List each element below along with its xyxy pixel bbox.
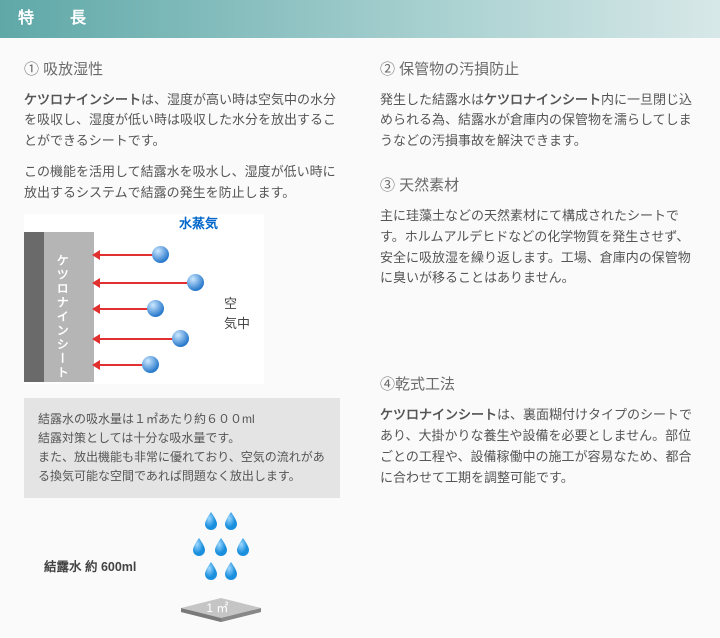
arrow-icon: [94, 282, 189, 284]
product-name: ケツロナインシート: [484, 92, 601, 107]
header-title: 特 長: [0, 0, 720, 38]
spacer: [380, 299, 696, 351]
section1-para2: この機能を活用して結露水を吸水し、湿度が低い時に放出するシステムで結露の発生を防…: [24, 162, 340, 204]
arrow-icon: [94, 254, 154, 256]
gray-line2: 結露対策としては十分な吸水量です。: [38, 429, 326, 448]
left-column: ① 吸放湿性 ケツロナインシートは、湿度が高い時は空気中の水分を吸収し、湿度が低…: [24, 54, 340, 623]
tile-label: 1 ㎡: [206, 599, 228, 618]
diagram-wall: [24, 232, 44, 382]
water-ball-icon: [187, 274, 204, 291]
section1-para1: ケツロナインシートは、湿度が高い時は空気中の水分を吸収し、湿度が低い時は吸収した…: [24, 90, 340, 152]
droplet-icon: [224, 512, 238, 530]
droplet-icon: [204, 512, 218, 530]
section4-para: ケツロナインシートは、裏面糊付けタイプのシートであり、大掛かりな養生や設備を必要…: [380, 405, 696, 488]
section2-para: 発生した結露水はケツロナインシート内に一旦閉じ込められる為、結露水が倉庫内の保管…: [380, 90, 696, 152]
droplet-icon: [214, 538, 228, 556]
water-ball-icon: [172, 330, 189, 347]
droplet-icon: [204, 562, 218, 580]
diagram-air-label: 空気中: [224, 294, 250, 336]
right-column: ② 保管物の汚損防止 発生した結露水はケツロナインシート内に一旦閉じ込められる為…: [380, 54, 696, 623]
section4-title: ④乾式工法: [380, 373, 696, 397]
water-ball-icon: [142, 356, 159, 373]
gray-info-box: 結露水の吸水量は１㎡あたり約６００ml 結露対策としては十分な吸水量です。 また…: [24, 398, 340, 499]
absorption-diagram: ケツロナインシート 水蒸気 空気中: [24, 214, 264, 384]
section3-title: ③ 天然素材: [380, 174, 696, 198]
product-name: ケツロナインシート: [380, 407, 497, 422]
droplet-label: 結露水 約 600ml: [44, 557, 136, 577]
water-ball-icon: [152, 246, 169, 263]
droplet-icon: [236, 538, 250, 556]
droplet-icon: [224, 562, 238, 580]
water-ball-icon: [147, 300, 164, 317]
section3-para: 主に珪藻土などの天然素材にて構成されたシートです。ホルムアルデヒドなどの化学物質…: [380, 206, 696, 289]
diagram-vapor-label: 水蒸気: [179, 214, 218, 235]
tile-graphic: 1 ㎡: [156, 512, 286, 622]
diagram-sheet-label: ケツロナインシート: [52, 254, 71, 380]
arrow-icon: [94, 338, 174, 340]
arrow-icon: [94, 364, 144, 366]
droplet-illustration: 結露水 約 600ml 1 ㎡: [24, 512, 340, 622]
arrow-icon: [94, 308, 149, 310]
content-columns: ① 吸放湿性 ケツロナインシートは、湿度が高い時は空気中の水分を吸収し、湿度が低…: [0, 38, 720, 638]
product-name: ケツロナインシート: [24, 92, 141, 107]
gray-line3: また、放出機能も非常に優れており、空気の流れがある換気可能な空間であれば問題なく…: [38, 448, 326, 486]
gray-line1: 結露水の吸水量は１㎡あたり約６００ml: [38, 410, 326, 429]
section2-title: ② 保管物の汚損防止: [380, 58, 696, 82]
section1-title: ① 吸放湿性: [24, 58, 340, 82]
droplet-icon: [192, 538, 206, 556]
